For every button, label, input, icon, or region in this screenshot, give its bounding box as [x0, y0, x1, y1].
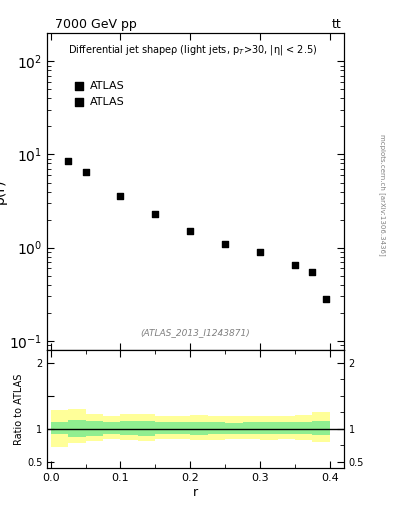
- ATLAS: [309, 268, 316, 276]
- ATLAS: [187, 227, 193, 236]
- Text: (ATLAS_2013_I1243871): (ATLAS_2013_I1243871): [141, 328, 250, 337]
- Text: mcplots.cern.ch [arXiv:1306.3436]: mcplots.cern.ch [arXiv:1306.3436]: [379, 134, 386, 255]
- ATLAS: [292, 261, 298, 269]
- Y-axis label: ρ(r): ρ(r): [0, 179, 6, 204]
- Text: 7000 GeV pp: 7000 GeV pp: [55, 18, 137, 31]
- ATLAS: [83, 168, 89, 176]
- ATLAS: [152, 210, 158, 218]
- ATLAS: [65, 157, 71, 165]
- Legend: ATLAS, ATLAS: ATLAS, ATLAS: [70, 77, 129, 111]
- ATLAS: [222, 240, 228, 248]
- ATLAS: [257, 248, 263, 256]
- ATLAS: [323, 295, 330, 303]
- X-axis label: r: r: [193, 486, 198, 499]
- Y-axis label: Ratio to ATLAS: Ratio to ATLAS: [14, 373, 24, 445]
- Text: Differential jet shapeρ (light jets, p$_T$>30, |η| < 2.5): Differential jet shapeρ (light jets, p$_…: [68, 43, 317, 57]
- ATLAS: [118, 191, 124, 200]
- Text: tt: tt: [332, 18, 342, 31]
